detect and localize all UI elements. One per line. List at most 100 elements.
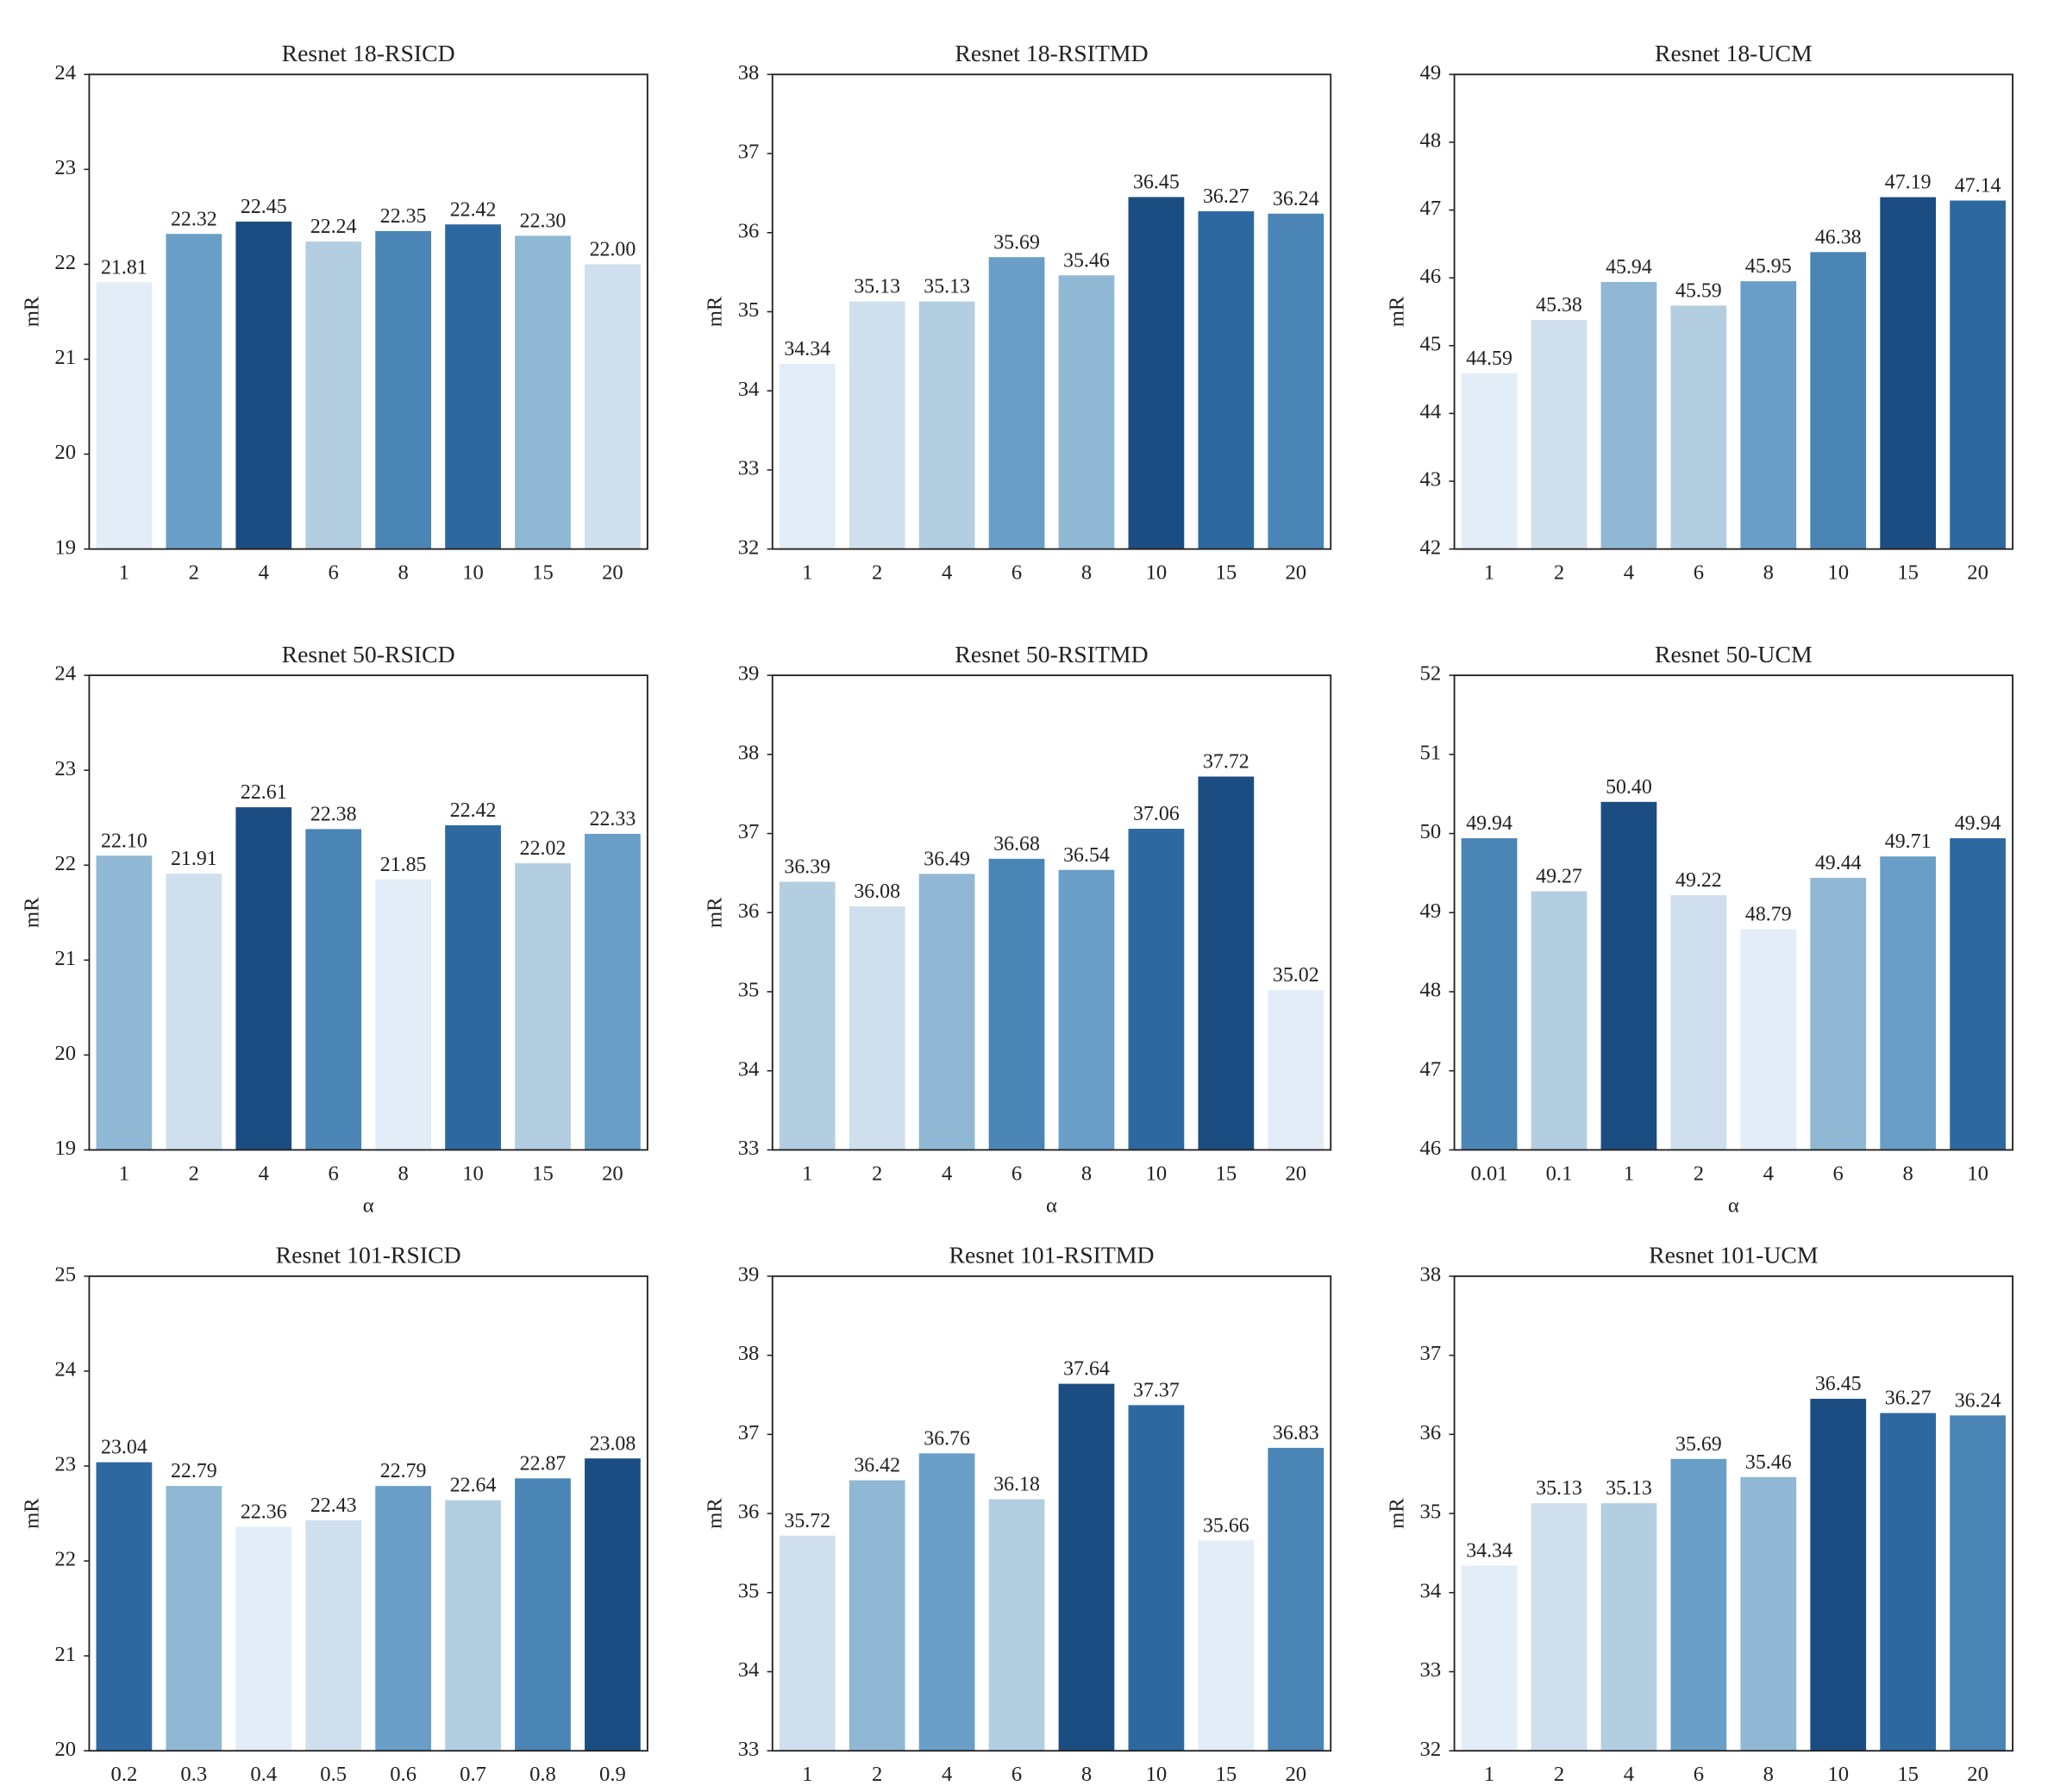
bar	[235, 1526, 292, 1751]
value-label: 49.94	[1466, 812, 1512, 835]
chart-title: Resnet 50-RSICD	[282, 642, 455, 668]
x-tick-label: 4	[942, 1763, 952, 1786]
plot-frame	[771, 1275, 1332, 1752]
x-tick-label: 8	[1081, 1162, 1092, 1185]
x-tick-label: 0.6	[390, 1763, 416, 1786]
y-tick-label: 38	[738, 741, 760, 764]
x-tick-label: 10	[1146, 1763, 1168, 1786]
value-label: 35.13	[1606, 1477, 1652, 1500]
value-label: 22.42	[450, 198, 497, 221]
bar	[1950, 838, 2006, 1150]
bar	[1950, 1415, 2006, 1751]
value-label: 22.43	[310, 1494, 357, 1517]
x-tick-label: 1	[119, 561, 129, 585]
x-tick-label: 0.8	[529, 1763, 556, 1786]
x-tick-label: 4	[259, 561, 269, 585]
value-label: 22.10	[101, 830, 147, 852]
bar	[1198, 776, 1255, 1150]
chart-title: Resnet 101-UCM	[1649, 1243, 1818, 1269]
bar	[1950, 200, 2006, 549]
x-tick-label: 15	[532, 1162, 554, 1185]
y-tick-label: 37	[1420, 1342, 1442, 1365]
y-tick-label: 35	[1420, 1501, 1442, 1524]
value-label: 35.46	[1745, 1451, 1792, 1474]
value-label: 22.87	[520, 1452, 567, 1475]
x-tick-label: 2	[1694, 1162, 1704, 1185]
y-tick-label: 42	[1420, 536, 1442, 559]
value-label: 35.13	[1536, 1477, 1582, 1500]
bar	[918, 1453, 975, 1751]
y-tick-label: 37	[738, 820, 760, 843]
value-label: 49.44	[1815, 852, 1862, 874]
bar	[1531, 891, 1587, 1150]
bar	[585, 1458, 641, 1751]
x-tick-label: 1	[119, 1162, 129, 1185]
y-axis-label: mR	[1386, 1498, 1409, 1529]
chart-title: Resnet 101-RSICD	[276, 1243, 461, 1269]
x-tick-label: 20	[1967, 1763, 1988, 1786]
bar	[1880, 856, 1937, 1150]
y-tick-label: 33	[738, 1137, 760, 1160]
y-tick-label: 39	[738, 662, 760, 686]
x-tick-label: 1	[1624, 1162, 1634, 1185]
y-tick-label: 46	[1420, 265, 1442, 288]
y-tick-label: 38	[1420, 1263, 1442, 1287]
bar	[988, 858, 1045, 1150]
value-label: 47.14	[1955, 175, 2001, 197]
value-label: 48.79	[1745, 904, 1792, 926]
bar	[1880, 197, 1937, 549]
bar	[1670, 1458, 1727, 1751]
bar	[779, 364, 836, 549]
bar	[1461, 838, 1518, 1150]
bar	[1128, 197, 1185, 549]
x-tick-label: 10	[1146, 561, 1168, 585]
x-tick-label: 20	[1967, 561, 1988, 585]
value-label: 36.24	[1955, 1389, 2001, 1412]
bar	[375, 879, 432, 1150]
bar	[1128, 829, 1185, 1150]
x-tick-label: 1	[1484, 1763, 1494, 1786]
bar	[96, 282, 153, 549]
y-tick-label: 21	[54, 1643, 76, 1666]
y-tick-label: 38	[738, 1342, 760, 1365]
x-tick-label: 2	[872, 1763, 882, 1786]
value-label: 22.64	[450, 1475, 497, 1497]
value-label: 35.66	[1203, 1514, 1249, 1537]
bar	[305, 1519, 362, 1751]
bar	[1128, 1405, 1185, 1751]
y-tick-label: 23	[54, 156, 76, 179]
x-tick-label: 10	[462, 1162, 484, 1185]
x-tick-label: 4	[1763, 1162, 1774, 1185]
value-label: 36.27	[1203, 185, 1249, 208]
bar	[445, 224, 501, 549]
bar	[166, 1486, 222, 1751]
value-label: 21.81	[101, 256, 147, 279]
x-tick-label: 1	[802, 1763, 812, 1786]
bar	[515, 235, 571, 549]
y-tick-label: 52	[1420, 662, 1442, 686]
x-tick-label: 20	[602, 1162, 623, 1185]
bar	[1670, 305, 1727, 549]
bar	[1740, 929, 1797, 1150]
value-label: 22.30	[520, 210, 567, 233]
x-axis-label: α	[1046, 1194, 1057, 1217]
bar	[1880, 1413, 1937, 1751]
bar	[1600, 281, 1657, 549]
y-tick-label: 22	[54, 852, 76, 875]
value-label: 35.72	[784, 1510, 830, 1532]
y-axis-label: mR	[20, 897, 43, 928]
value-label: 22.79	[380, 1460, 427, 1482]
x-tick-label: 10	[1146, 1162, 1168, 1185]
y-axis-label: mR	[704, 897, 727, 928]
plot-frame	[1453, 674, 2013, 1151]
x-tick-label: 15	[532, 561, 554, 585]
chart-title: Resnet 50-RSITMD	[955, 642, 1148, 668]
x-tick-label: 4	[1624, 561, 1634, 585]
chart-title: Resnet 101-RSITMD	[949, 1243, 1154, 1269]
value-label: 36.68	[993, 833, 1040, 855]
x-tick-label: 0.7	[460, 1763, 486, 1786]
x-tick-label: 0.3	[180, 1763, 207, 1786]
value-label: 37.64	[1063, 1358, 1110, 1381]
value-label: 36.45	[1815, 1373, 1862, 1395]
y-tick-label: 33	[738, 1738, 760, 1761]
